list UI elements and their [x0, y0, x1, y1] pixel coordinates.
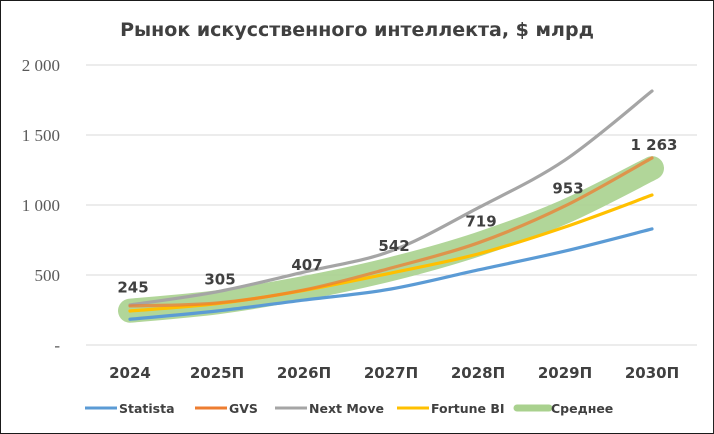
data-label: 953 — [552, 180, 583, 198]
y-tick-label: 1 500 — [22, 126, 60, 145]
x-tick-label: 2028П — [451, 364, 505, 382]
y-tick-label: 500 — [35, 266, 61, 285]
series-line-gvs — [128, 156, 654, 308]
x-tick-label: 2030П — [625, 364, 679, 382]
x-tick-label: 2027П — [364, 364, 418, 382]
y-tick-label: 1 000 — [22, 196, 60, 215]
data-label: 719 — [465, 212, 496, 230]
legend-item: Statista — [85, 401, 175, 416]
y-tick-label: - — [54, 336, 60, 355]
legend-label: GVS — [229, 401, 258, 416]
data-label: 245 — [117, 279, 148, 297]
x-tick-label: 2026П — [277, 364, 331, 382]
legend-item: Fortune BI — [397, 401, 505, 416]
series-lines — [118, 89, 664, 323]
series-line-next-move — [128, 89, 654, 307]
y-axis-ticks: - 500 1 000 1 500 2 000 — [22, 56, 61, 355]
legend-item: Next Move — [275, 401, 384, 416]
legend-label: Fortune BI — [431, 401, 505, 416]
chart-title: Рынок искусственного интеллекта, $ млрд — [120, 19, 594, 41]
legend: Statista GVS Next Move Fortune BI Среднее — [85, 401, 613, 416]
x-tick-label: 2024 — [109, 364, 151, 382]
x-tick-label: 2025П — [190, 364, 244, 382]
x-axis-ticks: 2024 2025П 2026П 2027П 2028П 2029П 2030П — [109, 364, 679, 382]
legend-label: Next Move — [309, 401, 384, 416]
legend-label: Statista — [119, 401, 175, 416]
series-line-statista — [128, 227, 654, 321]
legend-item: Среднее — [513, 401, 613, 416]
x-tick-label: 2029П — [538, 364, 592, 382]
data-label: 542 — [378, 237, 409, 255]
data-label: 407 — [291, 256, 322, 274]
data-labels: 245 305 407 542 719 953 1 263 — [117, 136, 677, 297]
legend-item: GVS — [195, 401, 258, 416]
y-tick-label: 2 000 — [22, 56, 60, 75]
legend-label: Среднее — [551, 401, 613, 416]
data-label: 305 — [204, 270, 235, 288]
data-label: 1 263 — [631, 136, 678, 154]
